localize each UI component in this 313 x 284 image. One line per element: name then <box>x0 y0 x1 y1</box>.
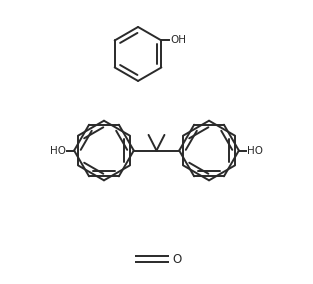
Text: O: O <box>173 252 182 266</box>
Text: OH: OH <box>171 36 187 45</box>
Text: HO: HO <box>50 145 66 156</box>
Text: HO: HO <box>247 145 263 156</box>
